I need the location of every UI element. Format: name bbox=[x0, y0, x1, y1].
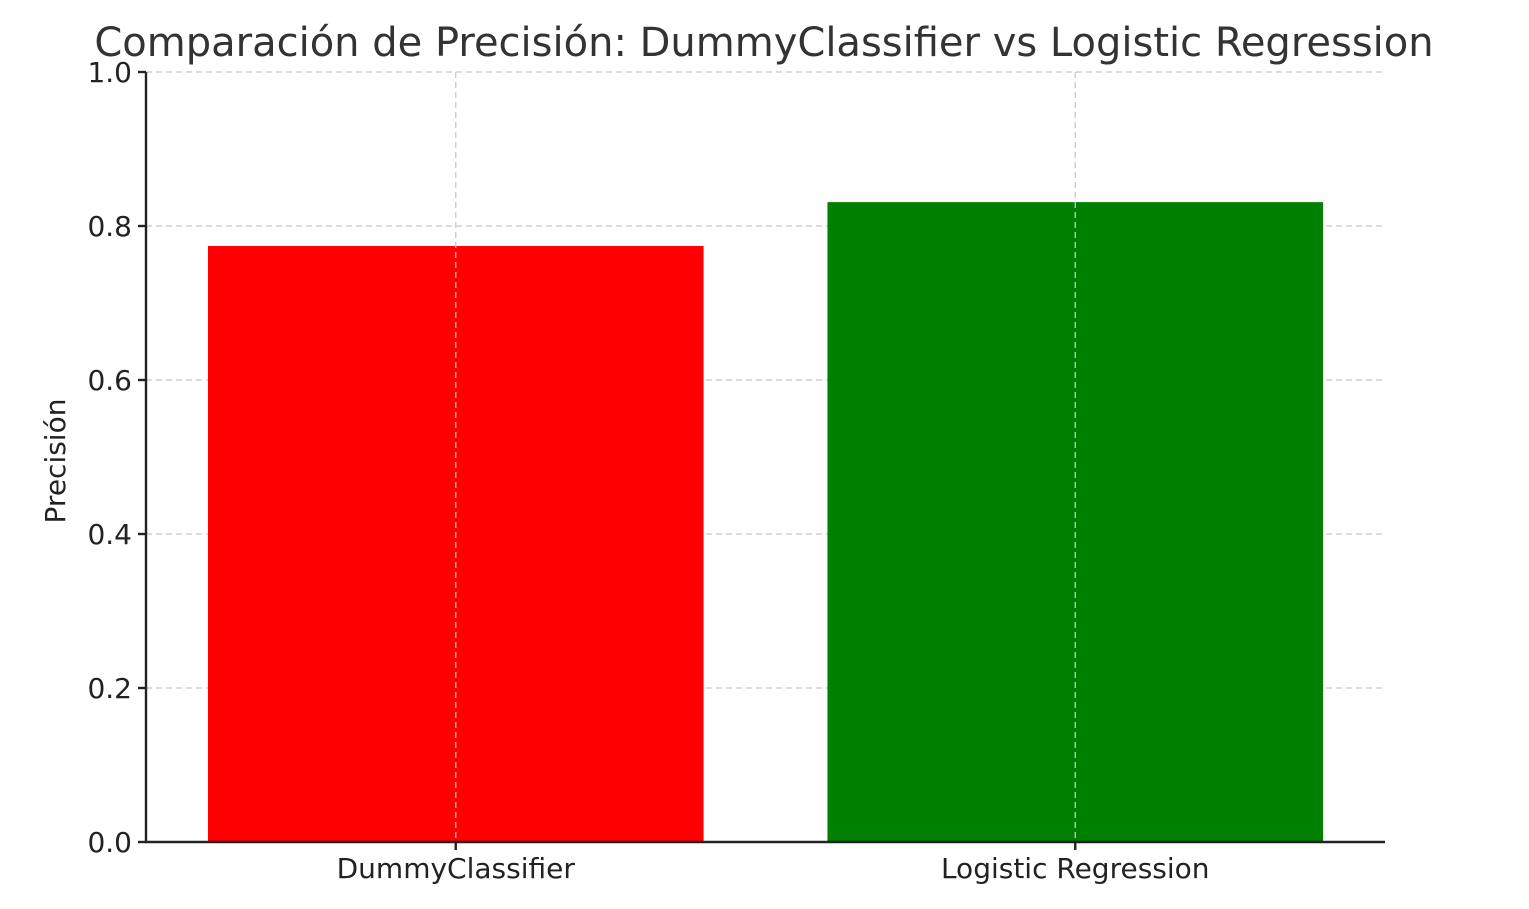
axis-layer bbox=[144, 72, 1385, 844]
y-tick-label: 0.8 bbox=[87, 210, 132, 243]
bar-layer bbox=[207, 202, 1324, 842]
vertical-grid-layer bbox=[455, 72, 1076, 842]
tick-layer: 0.0 0.2 0.4 0.6 0.8 1.0 DummyClassifier Logisti… bbox=[87, 56, 1209, 885]
y-tick-label: 1.0 bbox=[87, 56, 132, 89]
y-tick-label: 0.4 bbox=[87, 518, 132, 551]
y-axis-label: Precisión bbox=[39, 399, 72, 524]
x-tick-label: Logistic Regression bbox=[941, 852, 1210, 885]
chart-title: Comparación de Precisión: DummyClassifie… bbox=[94, 20, 1433, 66]
y-tick-label: 0.0 bbox=[87, 826, 132, 859]
y-tick-label: 0.2 bbox=[87, 672, 132, 705]
x-tick-label: DummyClassifier bbox=[337, 852, 576, 885]
y-tick-label: 0.6 bbox=[87, 364, 132, 397]
